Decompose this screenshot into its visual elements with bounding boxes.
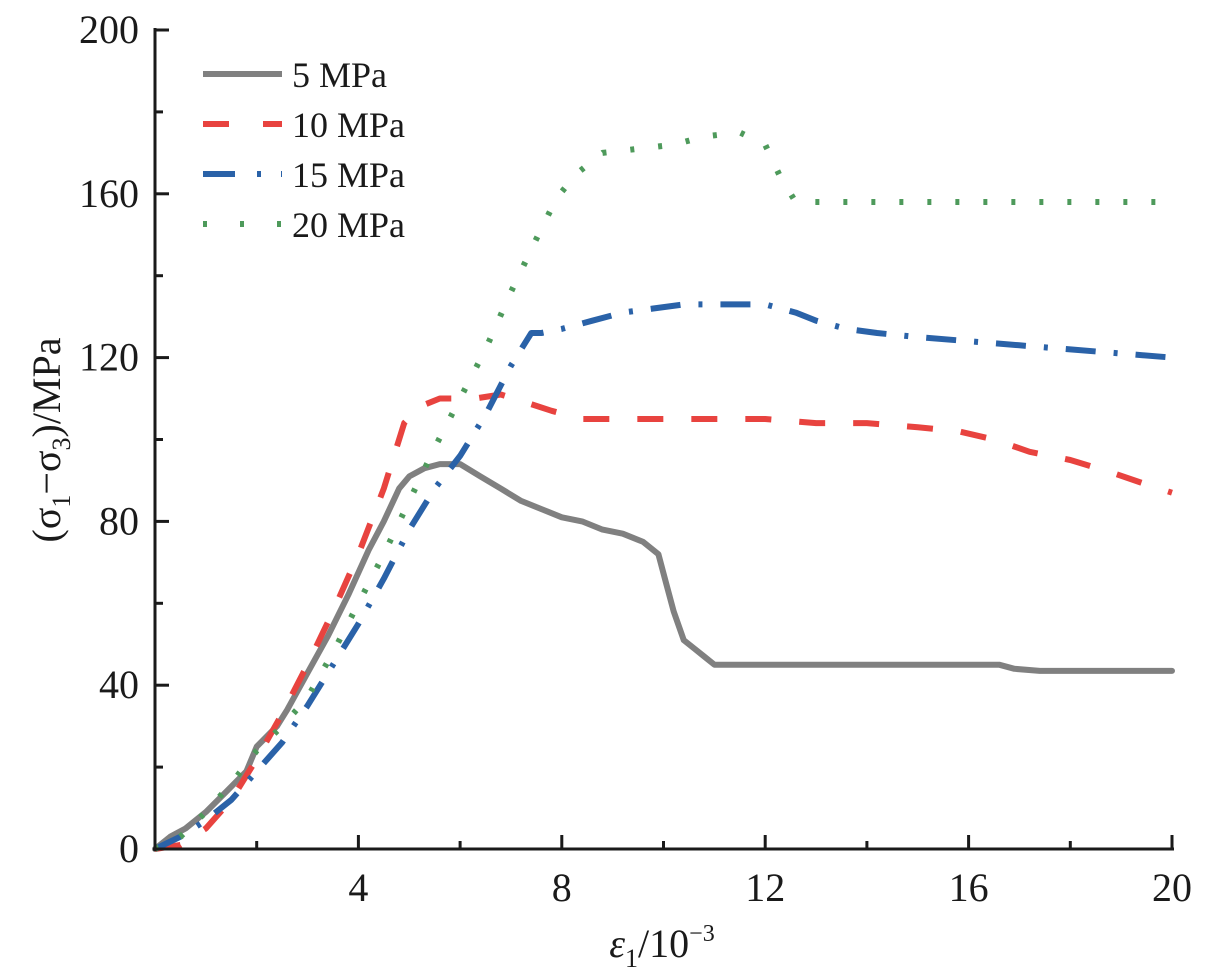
legend-label: 10 MPa xyxy=(292,105,405,145)
x-tick-label: 16 xyxy=(949,865,989,910)
ticks xyxy=(155,28,1174,851)
legend-item: 20 MPa xyxy=(203,205,405,245)
legend: 5 MPa 10 MPa 15 MPa 20 MPa xyxy=(203,55,405,245)
series-layer xyxy=(152,129,1175,852)
x-axis-title: ε1/10−3 xyxy=(609,921,714,973)
legend-label: 5 MPa xyxy=(292,55,387,95)
y-tick-label: 160 xyxy=(79,171,139,216)
y-tick-label: 0 xyxy=(119,826,139,871)
legend-item: 5 MPa xyxy=(203,55,387,95)
x-tick-label: 4 xyxy=(348,865,368,910)
y-tick-label: 120 xyxy=(79,335,139,380)
axes xyxy=(153,28,1174,851)
y-tick-label: 200 xyxy=(79,7,139,52)
x-tick-label: 20 xyxy=(1152,865,1192,910)
series-line-15-mpa xyxy=(153,301,1173,852)
y-axis-title: (σ1−σ3)/MPa xyxy=(24,337,76,542)
x-tick-label: 8 xyxy=(552,865,572,910)
series-line-10-mpa xyxy=(154,391,1173,852)
series-line-20-mpa xyxy=(153,129,1172,852)
legend-label: 15 MPa xyxy=(292,155,405,195)
legend-item: 10 MPa xyxy=(203,105,405,145)
y-tick-label: 80 xyxy=(99,498,139,543)
legend-item: 15 MPa xyxy=(203,155,405,195)
series-line-5-mpa xyxy=(152,461,1175,852)
x-tick-label: 12 xyxy=(745,865,785,910)
y-tick-label: 40 xyxy=(99,662,139,707)
legend-label: 20 MPa xyxy=(292,205,405,245)
